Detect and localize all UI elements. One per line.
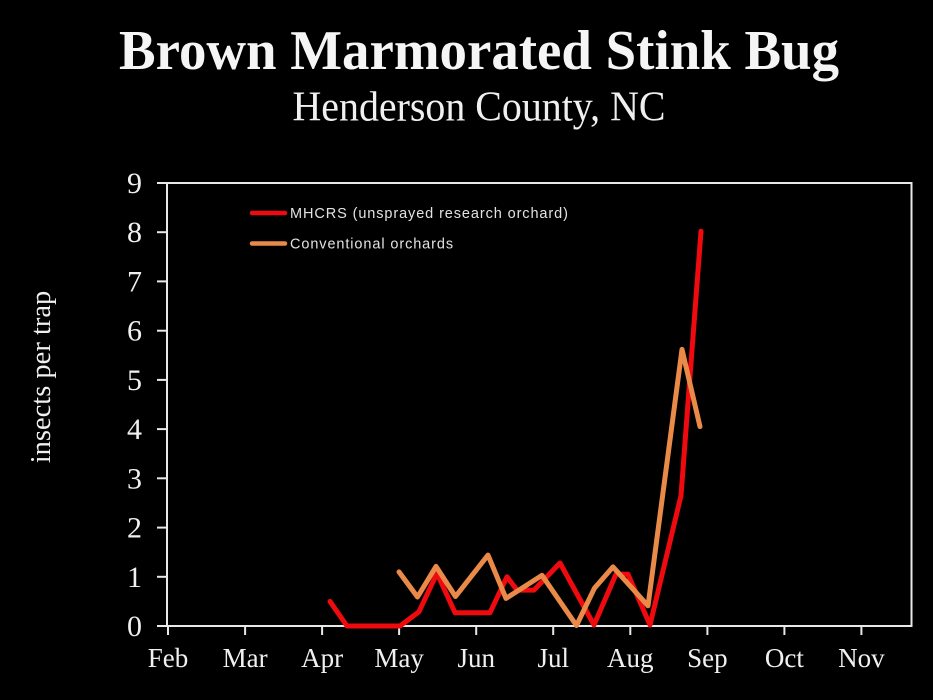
svg-text:Mar: Mar	[223, 643, 268, 673]
svg-text:Sep: Sep	[687, 643, 728, 673]
svg-text:Oct: Oct	[765, 643, 804, 673]
svg-text:3: 3	[127, 462, 142, 495]
svg-text:8: 8	[127, 216, 142, 249]
svg-text:7: 7	[127, 265, 142, 298]
svg-text:Jun: Jun	[457, 643, 495, 673]
svg-text:Henderson County, NC: Henderson County, NC	[293, 85, 666, 131]
svg-text:9: 9	[127, 167, 142, 200]
svg-text:May: May	[374, 643, 424, 673]
svg-text:Jul: Jul	[537, 643, 569, 673]
svg-text:Brown Marmorated Stink Bug: Brown Marmorated Stink Bug	[119, 20, 839, 82]
svg-text:Nov: Nov	[838, 643, 885, 673]
svg-text:4: 4	[127, 413, 142, 446]
svg-text:insects per trap: insects per trap	[26, 291, 57, 464]
svg-text:Conventional orchards: Conventional orchards	[290, 237, 454, 253]
svg-text:5: 5	[127, 364, 142, 397]
svg-text:2: 2	[127, 512, 142, 545]
svg-text:Feb: Feb	[148, 643, 189, 673]
svg-text:1: 1	[127, 561, 142, 594]
svg-text:Apr: Apr	[301, 643, 343, 673]
svg-text:6: 6	[127, 315, 142, 348]
svg-text:MHCRS (unsprayed research orch: MHCRS (unsprayed research orchard)	[290, 206, 569, 222]
svg-text:0: 0	[127, 610, 142, 643]
svg-text:Aug: Aug	[607, 643, 654, 673]
